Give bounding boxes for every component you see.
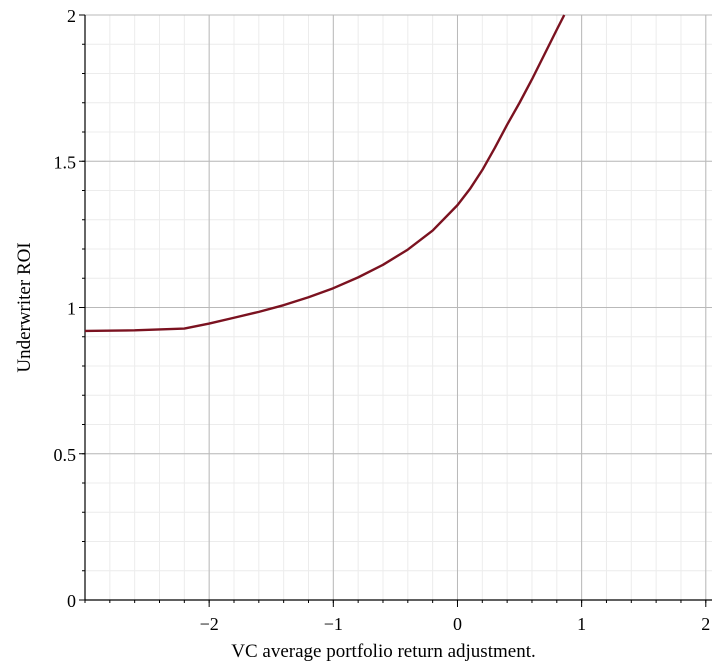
x-tick-label: −1 [324,614,343,634]
y-axis-ticks: 0 0.5 1 1.5 2 [54,6,85,611]
y-tick-label: 1 [67,299,76,319]
y-tick-label: 0.5 [54,445,77,465]
x-axis-ticks: −2 −1 0 1 2 [84,600,710,634]
y-tick-label: 1.5 [54,152,77,172]
y-tick-label: 0 [67,591,76,611]
x-tick-label: 1 [577,614,586,634]
x-tick-label: 2 [701,614,710,634]
series-line [84,14,566,333]
x-axis-title: VC average portfolio return adjustment. [231,641,535,662]
y-axis-title: Underwriter ROI [14,242,35,372]
x-tick-label: 0 [453,614,462,634]
y-tick-label: 2 [67,6,76,26]
x-tick-label: −2 [200,614,219,634]
